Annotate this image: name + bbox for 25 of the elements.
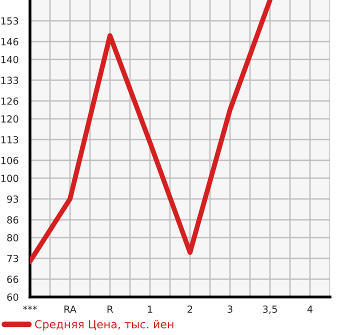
y-tick-label: 73 [7,254,18,262]
y-tick-label: 93 [7,195,18,203]
x-tick-label: 3 [228,306,232,313]
y-tick-label: 86 [7,216,18,224]
x-tick-label: R [108,306,114,313]
y-tick-label: 106 [1,156,18,164]
y-tick-label: 126 [1,97,18,105]
x-tick-label: 4 [307,306,313,313]
legend-label: Средняя Цена, тыс. йен [35,320,174,331]
y-tick-label: 153 [1,17,18,25]
line-series [30,0,272,264]
y-tick-label: 66 [7,276,18,284]
y-tick-label: 113 [1,136,18,144]
y-tick-label: 140 [1,56,18,64]
x-tick-label: 3,5 [263,306,277,314]
x-tick-label: 1 [148,306,152,313]
y-tick-label: 133 [1,76,18,84]
y-tick-label: 80 [7,234,18,242]
y-tick-label: 100 [1,174,18,182]
x-tick-label: RA [64,306,76,313]
y-tick-label: 60 [7,293,18,301]
x-tick-label: *** [23,306,37,310]
y-tick-label: 120 [1,115,18,123]
y-tick-label: 146 [1,38,18,46]
x-tick-label: 2 [188,306,192,313]
